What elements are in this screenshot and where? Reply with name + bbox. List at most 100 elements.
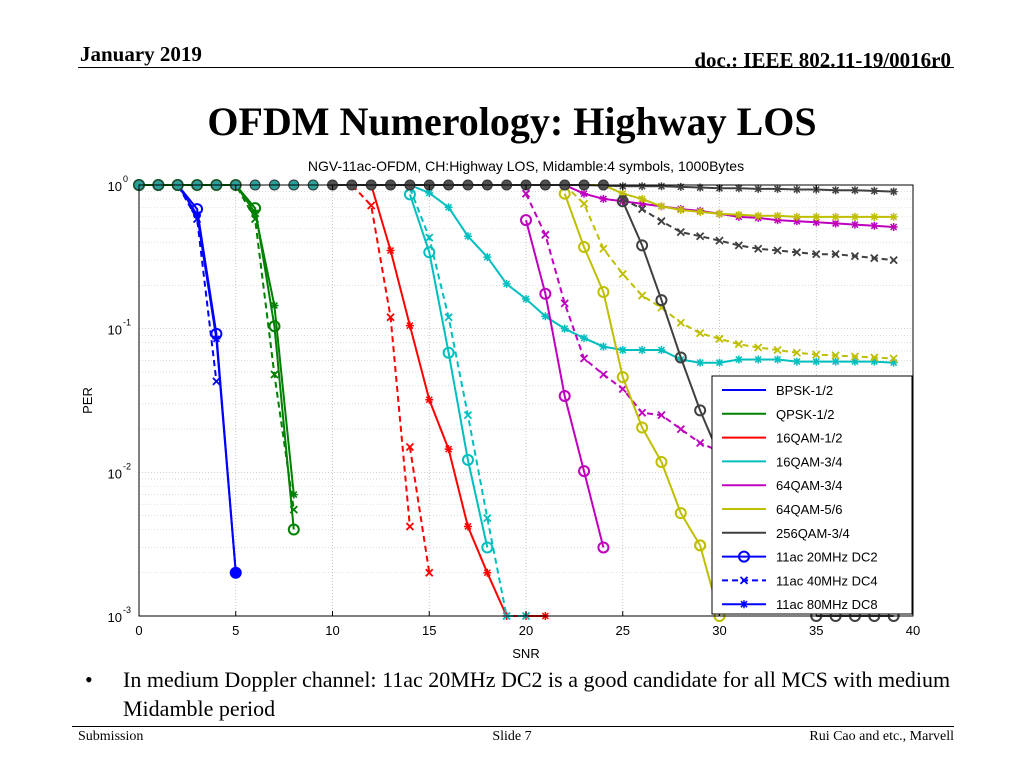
legend-label: 256QAM-3/4	[776, 526, 850, 541]
x-tick-label: 0	[135, 623, 142, 638]
x-marker	[715, 334, 724, 343]
header-divider	[78, 67, 954, 68]
x-marker	[657, 411, 666, 420]
circle-marker	[694, 404, 707, 417]
series-line	[408, 194, 489, 548]
star-marker	[483, 253, 492, 262]
star-marker	[792, 212, 801, 221]
series-256qam-3-4-circle	[616, 195, 726, 462]
star-marker	[734, 210, 743, 219]
star-marker	[657, 202, 666, 211]
star-marker	[560, 324, 569, 333]
circle-marker	[558, 389, 571, 402]
star-marker	[618, 197, 627, 206]
x-tick-label: 5	[232, 623, 239, 638]
x-marker	[483, 513, 492, 523]
star-marker	[734, 355, 743, 364]
star-marker	[889, 187, 898, 196]
star-marker	[812, 357, 821, 366]
series-line	[621, 200, 721, 457]
circle-marker	[636, 421, 649, 434]
grid	[138, 184, 914, 617]
star-marker	[599, 194, 608, 203]
star-marker	[657, 346, 666, 355]
slide-title: OFDM Numerology: Highway LOS	[207, 99, 817, 144]
circle-marker	[694, 539, 707, 552]
circle-marker	[578, 241, 591, 254]
x-marker	[425, 568, 434, 577]
x-marker	[754, 244, 763, 253]
x-marker	[405, 442, 415, 452]
star-marker	[850, 212, 859, 221]
legend-label: 11ac 80MHz DC8	[776, 597, 878, 612]
x-marker	[367, 201, 376, 210]
star-marker	[541, 312, 550, 321]
star-marker	[522, 294, 530, 303]
legend: BPSK-1/2 QPSK-1/2 16QAM-1/2 16QAM-3/4 64QAM-…	[711, 375, 913, 615]
star-marker	[193, 210, 202, 219]
x-marker	[773, 345, 782, 355]
x-tick-label: 20	[519, 623, 533, 638]
circle-marker	[268, 320, 281, 333]
x-marker	[754, 343, 763, 352]
star-marker	[463, 232, 472, 241]
x-tick-label: 30	[712, 623, 726, 638]
x-marker	[270, 370, 279, 379]
x-marker	[734, 241, 743, 250]
star-marker	[444, 203, 453, 212]
y-axis-label: PER	[80, 387, 95, 414]
circle-marker	[481, 541, 494, 554]
x-marker	[676, 318, 685, 327]
footer-author: Rui Cao and etc., Marvell	[809, 729, 954, 744]
star-marker	[870, 186, 879, 195]
star-marker	[754, 211, 763, 220]
star-marker	[696, 183, 705, 192]
star-marker	[831, 186, 840, 195]
x-marker	[773, 246, 782, 255]
x-axis-label: SNR	[512, 646, 539, 661]
star-marker	[831, 212, 840, 221]
x-tick-label: 10	[325, 623, 339, 638]
star-marker	[405, 321, 414, 330]
star-marker	[754, 355, 763, 364]
x-marker	[444, 313, 453, 322]
x-marker	[425, 233, 434, 242]
series-line	[563, 193, 701, 546]
series-16qam-3-4-star	[405, 181, 898, 367]
star-marker	[831, 357, 840, 366]
x-marker	[405, 522, 415, 531]
circle-marker	[578, 465, 591, 478]
x-marker	[637, 204, 647, 214]
x-marker	[637, 408, 647, 417]
x-marker	[599, 370, 608, 379]
y-tick-label-base: 10	[108, 179, 122, 194]
circle-marker	[636, 239, 649, 252]
legend-label: QPSK-1/2	[776, 407, 835, 422]
circle-marker	[674, 351, 687, 364]
star-marker	[638, 346, 647, 355]
circle-marker	[655, 294, 668, 307]
circle-marker	[674, 507, 687, 520]
star-marker	[850, 186, 859, 195]
star-marker	[812, 218, 821, 227]
header-date: January 2019	[80, 42, 202, 66]
circle-marker	[597, 285, 610, 298]
star-marker	[792, 217, 801, 226]
x-marker	[618, 269, 627, 279]
x-tick-label: 35	[809, 623, 823, 638]
series-64qam-5-6-x	[560, 180, 898, 363]
x-marker	[812, 350, 821, 359]
x-marker	[676, 227, 685, 237]
circle-marker	[461, 453, 474, 466]
series-16qam-1-2-x	[405, 442, 434, 577]
star-marker	[734, 184, 743, 193]
legend-box	[711, 375, 913, 615]
star-marker	[740, 600, 748, 609]
star-marker	[425, 188, 434, 197]
bullet-marker: •	[85, 667, 93, 692]
star-marker	[773, 216, 782, 225]
series-64qam-3-4-circle	[520, 214, 610, 554]
y-tick-label-exponent: -2	[123, 461, 131, 471]
star-marker	[638, 194, 647, 203]
star-marker	[812, 212, 821, 221]
